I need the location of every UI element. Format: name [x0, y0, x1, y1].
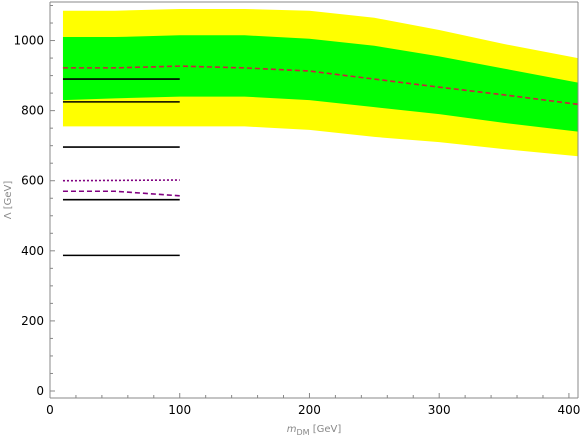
- y-tick-label: 1000: [13, 34, 44, 48]
- band-inner: [62, 35, 579, 132]
- axes: 0 100 200 300 400 0 200 400 600 800 1000 mDM [GeV] Λ…: [3, 1, 580, 436]
- x-tick-label: 0: [46, 403, 54, 417]
- purple-dotted-line: [62, 179, 180, 182]
- x-tick-label: 100: [168, 403, 191, 417]
- x-axis-label: mDM [GeV]: [287, 424, 342, 436]
- y-tick-label: 600: [21, 174, 44, 188]
- lines: [62, 65, 579, 257]
- expected-line: [62, 65, 579, 106]
- y-tick-label: 400: [21, 244, 44, 258]
- bands: [62, 9, 579, 157]
- x-tick-label: 300: [428, 403, 451, 417]
- x-tick-label: 400: [557, 403, 580, 417]
- x-tick-label: 200: [298, 403, 321, 417]
- y-tick-label: 800: [21, 104, 44, 118]
- y-tick-label: 0: [36, 384, 44, 398]
- y-axis-label: Λ [GeV]: [3, 181, 14, 220]
- y-tick-label: 200: [21, 314, 44, 328]
- purple-dashed-line: [62, 190, 180, 197]
